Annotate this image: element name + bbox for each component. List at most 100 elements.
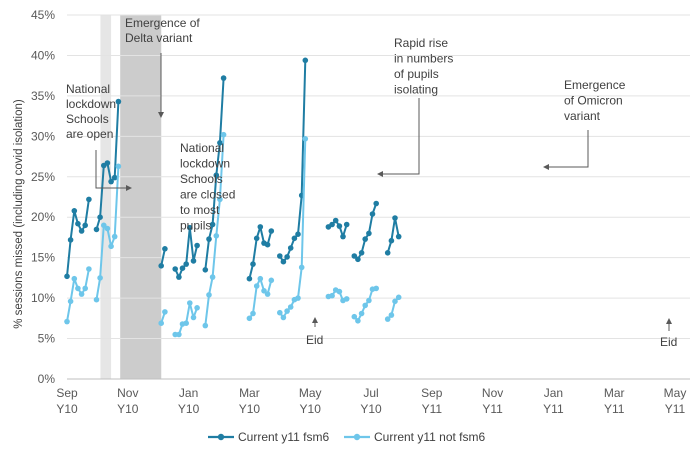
data-point-not-fsm6: [358, 310, 365, 317]
legend-item-not-fsm6: Current y11 not fsm6: [344, 430, 485, 444]
annotation-lockdown-closed-line-4: are closed: [180, 188, 235, 202]
data-point-fsm6: [71, 208, 78, 214]
arrow-rapid-rise-line: [380, 98, 420, 175]
data-point-fsm6: [351, 253, 358, 259]
data-point-fsm6: [78, 228, 85, 234]
data-point-fsm6: [86, 196, 92, 203]
x-tick-label: Jan: [179, 386, 198, 400]
annotation-delta-line-1: Emergence of: [125, 16, 200, 30]
data-point-fsm6: [250, 261, 256, 267]
legend-marker-not-fsm6: [353, 433, 361, 441]
data-point-fsm6: [176, 274, 182, 280]
annotation-omicron-line-1: Emergence: [564, 78, 626, 92]
x-tick-label: Sep: [56, 386, 78, 400]
shaded-regions: [100, 15, 162, 379]
data-point-fsm6: [362, 236, 369, 242]
data-point-fsm6: [97, 214, 103, 220]
data-point-not-fsm6: [355, 318, 361, 324]
data-point-fsm6: [336, 223, 343, 229]
data-point-not-fsm6: [261, 288, 267, 294]
data-point-not-fsm6: [362, 302, 369, 309]
data-point-fsm6: [366, 230, 372, 237]
data-point-not-fsm6: [213, 233, 220, 239]
x-tick-year-label: Y11: [604, 402, 625, 416]
x-tick-label: Jan: [544, 386, 563, 400]
data-point-not-fsm6: [209, 274, 216, 280]
data-point-fsm6: [179, 265, 186, 272]
data-point-fsm6: [183, 261, 189, 267]
data-point-fsm6: [206, 236, 212, 242]
data-point-fsm6: [302, 57, 309, 64]
data-point-fsm6: [217, 140, 223, 146]
y-tick-label: 5%: [38, 332, 56, 346]
data-point-fsm6: [246, 275, 253, 282]
data-point-fsm6: [253, 235, 260, 242]
annotation-rapid-rise-line-2: in numbers: [394, 52, 453, 66]
data-point-not-fsm6: [162, 309, 168, 315]
arrow-omicron-head: [543, 164, 549, 170]
data-point-not-fsm6: [246, 315, 253, 322]
series-line-fsm6-segment-7: [278, 60, 307, 263]
data-point-fsm6: [280, 258, 287, 265]
x-tick-year-label: Y11: [543, 402, 564, 416]
data-point-fsm6: [358, 250, 365, 256]
x-tick-year-label: Y10: [239, 402, 261, 416]
data-point-fsm6: [172, 266, 178, 272]
y-tick-label: 0%: [38, 372, 56, 386]
y-tick-label: 35%: [31, 89, 55, 103]
legend-marker-fsm6: [217, 433, 225, 441]
x-axis: Sep Y10 Nov Y10 Jan Y10 Mar Y10 May Y10 Jul Y10 Sep Y…: [56, 378, 690, 416]
data-point-not-fsm6: [264, 291, 271, 297]
annotation-rapid-rise-line-3: of pupils: [394, 67, 439, 81]
data-point-not-fsm6: [250, 310, 256, 317]
annotation-eid-y11-line-1: Eid: [660, 335, 677, 349]
series-line-fsm6-segment-10: [386, 217, 400, 254]
data-point-not-fsm6: [257, 275, 264, 282]
arrow-delta-head: [158, 112, 164, 118]
x-tick-year-label: Y10: [56, 402, 78, 416]
annotation-arrows: [95, 53, 672, 331]
data-point-fsm6: [277, 253, 283, 259]
data-point-not-fsm6: [202, 322, 209, 329]
data-point-not-fsm6: [206, 292, 212, 298]
x-tick-label: Sep: [421, 386, 443, 400]
x-tick-label: May: [299, 386, 322, 400]
data-point-not-fsm6: [176, 331, 182, 338]
data-point-not-fsm6: [82, 285, 88, 292]
data-point-not-fsm6: [343, 296, 350, 302]
data-point-not-fsm6: [93, 296, 100, 303]
data-point-fsm6: [291, 235, 298, 242]
y-tick-label: 15%: [31, 251, 55, 265]
data-point-fsm6: [388, 237, 395, 244]
data-point-fsm6: [108, 178, 114, 185]
data-point-fsm6: [111, 174, 118, 181]
arrow-lockdown-open-head: [126, 185, 132, 191]
data-point-fsm6: [82, 222, 88, 229]
data-point-fsm6: [104, 160, 111, 166]
data-point-fsm6: [194, 242, 200, 249]
legend: Current y11 fsm6 Current y11 not fsm6: [208, 430, 485, 444]
series-line-fsm6-segment-4: [174, 226, 199, 279]
arrow-rapid-rise-head: [377, 171, 383, 177]
data-point-not-fsm6: [384, 316, 391, 322]
data-point-not-fsm6: [115, 163, 122, 170]
data-point-not-fsm6: [67, 298, 74, 305]
data-point-fsm6: [187, 224, 193, 231]
arrow-omicron-line: [546, 130, 589, 168]
data-point-not-fsm6: [64, 318, 70, 325]
data-point-fsm6: [369, 211, 376, 217]
data-point-fsm6: [329, 221, 335, 228]
series-line-fsm6-segment-5: [204, 78, 225, 270]
annotation-eid-y10-line-1: Eid: [306, 333, 323, 347]
data-point-fsm6: [213, 172, 220, 178]
data-point-not-fsm6: [277, 309, 283, 316]
data-point-fsm6: [392, 215, 398, 221]
series-line-not-fsm6-segment-1: [66, 268, 90, 322]
data-point-fsm6: [64, 273, 70, 280]
data-point-not-fsm6: [336, 288, 343, 295]
data-point-fsm6: [343, 221, 350, 228]
legend-item-fsm6: Current y11 fsm6: [208, 430, 329, 444]
data-point-not-fsm6: [71, 275, 78, 282]
data-point-not-fsm6: [366, 297, 372, 304]
